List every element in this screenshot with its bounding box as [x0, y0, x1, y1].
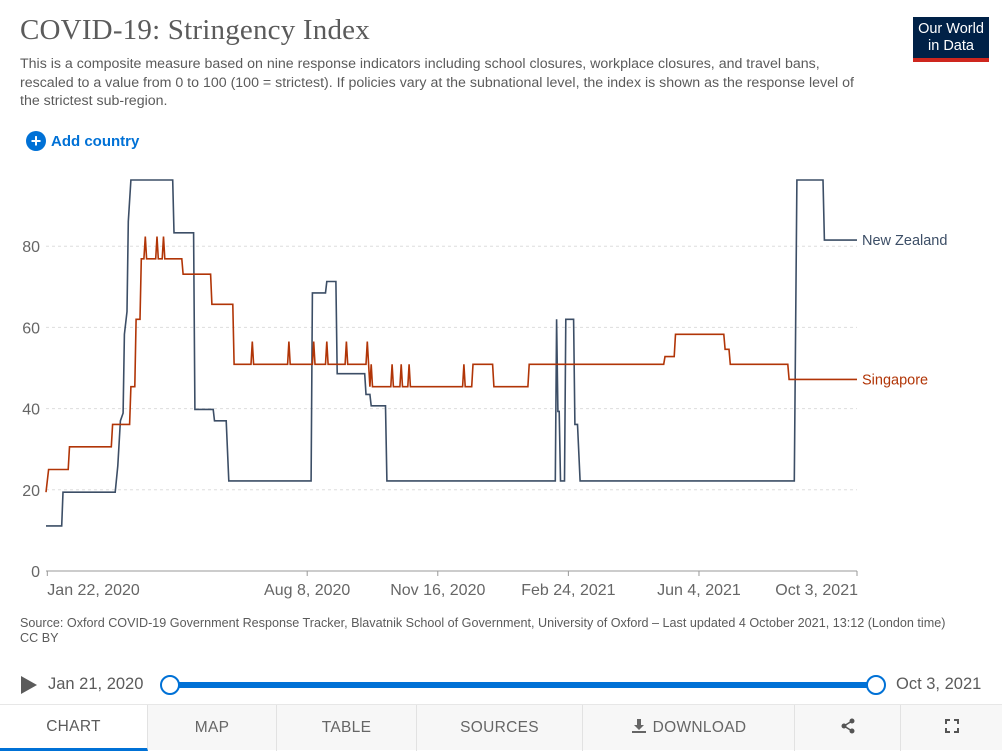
y-tick-label: 40 [22, 402, 40, 419]
logo-line-1: Our World [918, 21, 984, 37]
owid-logo[interactable]: Our World in Data [913, 17, 989, 62]
add-country-label: Add country [51, 132, 140, 150]
axes: 0 20 40 60 80 Jan 22, 2020 Aug 8, 2020 Nov 16, … [22, 239, 858, 599]
chart-subtitle: This is a composite measure based on nin… [20, 56, 854, 109]
share-icon [840, 718, 856, 739]
tab-table[interactable]: TABLE [277, 705, 417, 751]
y-tick-label: 80 [22, 239, 40, 256]
y-tick-label: 60 [22, 320, 40, 337]
tab-chart[interactable]: CHART [0, 705, 148, 751]
add-country-button[interactable]: + Add country [26, 130, 139, 152]
tab-map-label: MAP [194, 719, 230, 736]
fullscreen-icon [944, 718, 959, 738]
tab-download[interactable]: DOWNLOAD [583, 705, 795, 751]
x-tick-label: Jan 22, 2020 [47, 582, 140, 599]
y-tick-label: 20 [22, 483, 40, 500]
y-tick-label: 0 [31, 564, 40, 581]
share-button[interactable] [795, 705, 901, 751]
timeline-start-date: Jan 21, 2020 [48, 675, 144, 693]
tab-sources-label: SOURCES [460, 719, 539, 736]
chart-title: COVID-19: Stringency Index [20, 14, 370, 46]
x-tick-label: Oct 3, 2021 [775, 582, 858, 599]
fullscreen-button[interactable] [901, 705, 1002, 751]
plus-circle-icon: + [26, 131, 46, 151]
x-tick-label: Aug 8, 2020 [264, 582, 350, 599]
series-label-singapore: Singapore [862, 372, 928, 388]
grid-lines [46, 245, 857, 491]
series-labels: New Zealand Singapore [862, 233, 947, 388]
x-tick-label: Jun 4, 2021 [657, 582, 741, 599]
timeline-start-handle[interactable] [160, 675, 180, 695]
logo-line-2: in Data [928, 38, 974, 54]
series-label-new-zealand: New Zealand [862, 233, 947, 249]
source-text: Source: Oxford COVID-19 Government Respo… [20, 616, 946, 630]
series-line-singapore [45, 236, 857, 493]
timeline-slider[interactable]: Jan 21, 2020 Oct 3, 2021 [0, 670, 1002, 700]
x-tick-label: Feb 24, 2021 [521, 582, 615, 599]
download-icon [631, 718, 647, 738]
source-note: Source: Oxford COVID-19 Government Respo… [20, 616, 980, 646]
tab-table-label: TABLE [321, 719, 372, 736]
play-icon[interactable] [21, 676, 37, 694]
timeline-track[interactable] [170, 682, 876, 688]
x-tick-label: Nov 16, 2020 [390, 582, 485, 599]
timeline-end-date: Oct 3, 2021 [896, 675, 982, 693]
series-line-new-zealand [46, 179, 857, 527]
license-text[interactable]: CC BY [20, 631, 59, 645]
tab-sources[interactable]: SOURCES [417, 705, 583, 751]
tab-chart-label: CHART [46, 717, 101, 735]
tab-bar: CHART MAP TABLE SOURCES DOWNLOAD [0, 704, 1002, 751]
timeline-end-handle[interactable] [866, 675, 886, 695]
tab-download-label: DOWNLOAD [652, 719, 747, 736]
line-chart: 0 20 40 60 80 Jan 22, 2020 Aug 8, 2020 Nov 16, … [22, 179, 947, 599]
series-lines [45, 179, 857, 527]
tab-map[interactable]: MAP [148, 705, 277, 751]
